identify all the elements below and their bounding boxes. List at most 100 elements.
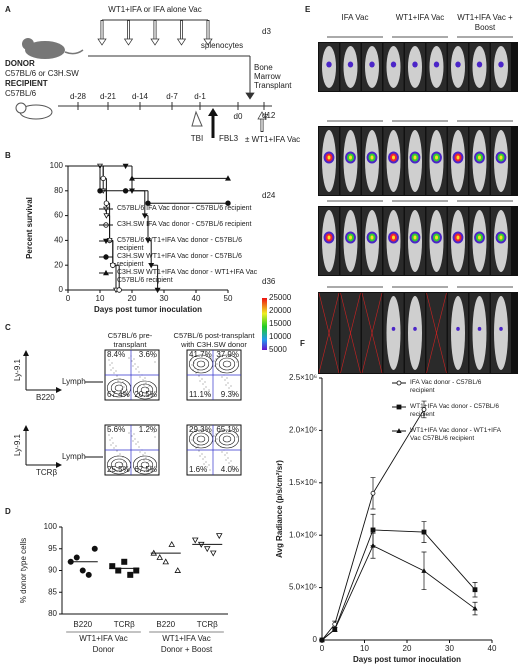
marker [156,554,164,560]
legend-entry: C3H.SW WT1+IFA Vac donor - C57BL/6 recip… [117,253,242,268]
axis-arrow-head [23,425,29,431]
flow-axis-label: B220 [36,393,55,402]
flow-axis-label: Ly-9.1 [13,433,22,455]
flow-dot [234,468,236,470]
flow-dot [153,431,155,433]
marker [225,200,231,206]
flow-dot [119,453,121,455]
flow-dot [203,388,205,390]
arrow-head [97,38,107,46]
group-label: IFA Vac [341,13,369,22]
signal-blob [392,155,395,160]
marker [110,262,116,268]
marker [148,262,155,269]
flow-dot [199,455,201,457]
quadrant-value: 1.6% [189,465,207,474]
flow-dot [209,469,211,471]
flow-contour [110,381,128,395]
flow-dot [227,457,229,459]
flow-dot [146,387,148,389]
signal-blob [456,326,460,331]
group-label: WT1+IFA Vac [79,634,128,643]
flow-dot [108,434,110,436]
marker [129,175,135,181]
quadrant-value: 8.4% [107,350,125,359]
legend-entry: WT1+IFA Vac donor - C57BL/6 recipient [410,403,499,418]
flow-dot [132,440,134,442]
flow-dot [195,372,197,374]
y-axis-label: Avg Radiance (p/s/cm²/sr) [275,460,284,558]
flow-dot [152,393,154,395]
y-axis-label: Percent survival [25,197,34,259]
axis-arrow-head [56,387,62,393]
flow-contour [140,461,150,469]
marker [209,550,217,557]
flow-dot [116,450,118,452]
label: C57BL/6 or C3H.SW [5,69,79,78]
flow-dot [150,395,152,397]
flow-contour [133,455,158,475]
quadrant-value: 11.1% [189,390,211,399]
arrow-head [150,38,160,46]
marker [122,188,129,194]
y-tick-label: 1.5×10⁶ [289,478,317,487]
flow-contour [196,435,206,443]
flow-contour [136,458,154,472]
gate-label: Lymph [62,452,86,461]
flow-dot [137,441,139,443]
y-tick-label: 100 [50,161,64,170]
label: FBL3 [219,134,239,143]
flow-dot [142,454,144,456]
flow-dot [128,357,130,359]
marker [91,545,98,552]
signal-blob [498,61,504,68]
flow-dot [197,445,199,447]
flow-dot [134,363,136,365]
signal-blob [413,235,417,240]
marker [421,529,427,535]
signal-blob [412,61,418,68]
flow-axis-label: Ly-9.1 [13,358,22,380]
flow-contour [136,383,154,397]
marker [103,200,110,206]
flow-contour [192,357,210,371]
mouse-image [408,296,422,370]
day-label: d12 [262,111,276,120]
flow-dot [127,394,129,396]
flow-contour [215,354,240,374]
flow-dot [202,383,204,385]
quadrant-value: 25.5% [107,465,130,474]
flow-dot [144,377,146,379]
arrow-head [203,38,213,46]
flow-dot [198,375,200,377]
flow-contour [215,429,240,449]
marker [116,287,122,293]
marker [225,175,231,181]
group-label: Donor + Boost [161,645,213,654]
marker [145,238,151,244]
flow-dot [189,429,191,431]
series-line [321,545,476,641]
y-tick-label: 85 [48,587,57,596]
label: Transplant [254,81,292,90]
flow-dot [231,390,233,392]
label: WT1+IFA or IFA alone Vac [108,5,201,14]
signal-blob [477,326,482,331]
panel-label: A [5,5,11,14]
flow-contour [192,432,210,446]
marker [396,428,402,434]
x-tick-label: 10 [360,644,369,653]
flow-dot [201,378,203,380]
flow-dot [154,361,156,363]
quadrant-value: 5.6% [107,425,125,434]
dead-mark [340,292,361,374]
flow-dot [202,458,204,460]
flow-dot [113,372,115,374]
flow-dot [121,388,123,390]
legend-entry: C57BL/6 IFA Vac donor - C57BL/6 recipien… [117,205,252,212]
arrow-head [123,38,134,46]
x-tick-label: TCRβ [197,620,218,629]
flow-dot [149,465,151,467]
flow-contour [114,461,124,469]
flow-dot [205,386,207,388]
